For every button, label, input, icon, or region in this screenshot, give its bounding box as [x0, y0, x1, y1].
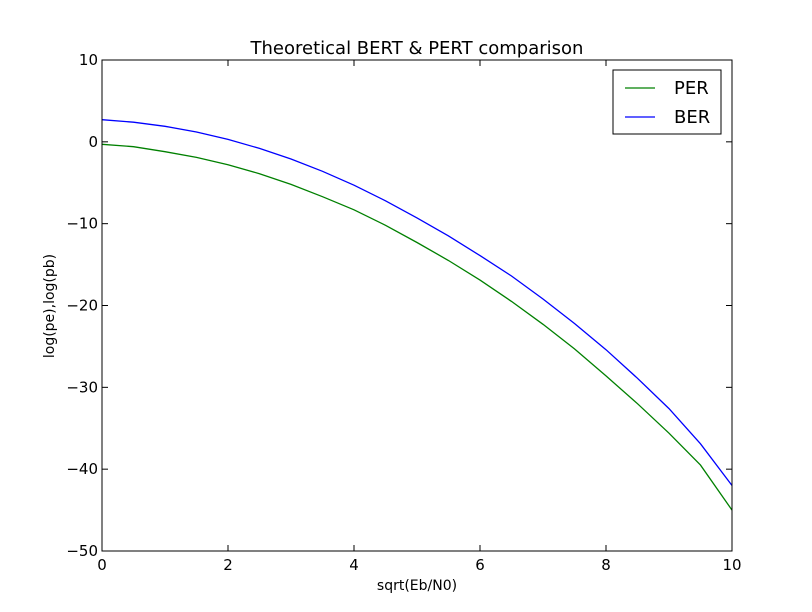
legend-label-ber: BER — [674, 107, 710, 128]
y-tick-label: −20 — [66, 297, 98, 315]
plot-lines — [101, 119, 733, 511]
chart-title: Theoretical BERT & PERT comparison — [250, 38, 584, 59]
series-line-per — [101, 143, 733, 511]
x-tick-label: 10 — [722, 556, 741, 574]
y-axis-ticks: 10 0 −10 −20 −30 −40 −50 — [66, 51, 732, 560]
legend-label-per: PER — [674, 78, 709, 99]
y-tick-label: −50 — [66, 542, 98, 560]
legend-box — [612, 69, 722, 135]
y-tick-label: 0 — [88, 133, 98, 151]
x-tick-label: 8 — [601, 556, 611, 574]
y-tick-label: −10 — [66, 215, 98, 233]
legend: PER BER — [612, 69, 722, 135]
x-axis-ticks: 0 2 4 6 8 10 — [97, 60, 742, 574]
x-axis-label: sqrt(Eb/N0) — [377, 578, 457, 594]
x-tick-label: 2 — [223, 556, 233, 574]
x-tick-label: 4 — [349, 556, 359, 574]
y-tick-label: −30 — [66, 378, 98, 396]
y-tick-label: 10 — [79, 51, 98, 69]
series-line-ber — [101, 119, 733, 486]
x-tick-label: 6 — [475, 556, 485, 574]
x-tick-label: 0 — [97, 556, 107, 574]
y-tick-label: −40 — [66, 460, 98, 478]
y-axis-label: log(pe),log(pb) — [42, 254, 58, 358]
